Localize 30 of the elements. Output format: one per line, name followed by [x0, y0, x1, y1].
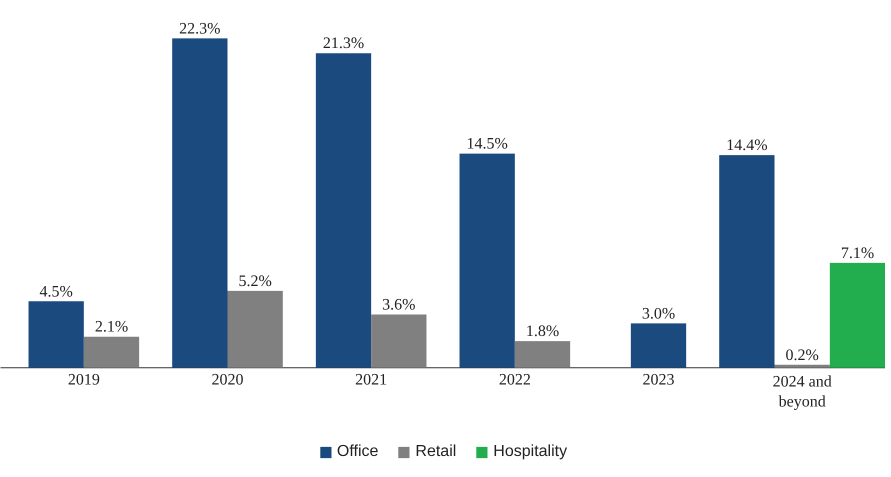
data-label: 21.3% [322, 35, 364, 52]
data-label: 3.0% [642, 305, 676, 322]
data-label: 4.5% [40, 283, 73, 300]
bar [84, 336, 140, 368]
data-label: 14.5% [466, 136, 508, 153]
bar [371, 314, 426, 368]
x-tick-label: 2021 [355, 372, 388, 389]
data-label: 1.8% [526, 323, 560, 340]
x-tick-label: 2024 and beyond [772, 374, 832, 411]
data-label: 7.1% [840, 244, 874, 262]
x-tick-label: 2023 [642, 372, 675, 389]
data-label: 5.2% [238, 272, 272, 290]
legend-label: Hospitality [493, 443, 568, 461]
bar [514, 341, 570, 368]
bar [227, 290, 283, 368]
bar [172, 38, 228, 368]
bar [460, 154, 515, 368]
x-tick-label: 2022 [498, 372, 531, 389]
data-label: 0.2% [786, 346, 819, 364]
data-label: 14.4% [726, 137, 768, 154]
bar [28, 301, 84, 368]
legend-label: Office [336, 443, 378, 461]
data-label: 2.1% [94, 318, 128, 336]
bar [316, 53, 372, 368]
data-label: 22.3% [179, 20, 221, 38]
x-tick-label: 2019 [68, 372, 100, 389]
x-tick-label: 2020 [211, 372, 244, 389]
bar [830, 262, 885, 368]
data-label: 3.6% [382, 296, 416, 314]
legend-label: Retail [415, 443, 456, 461]
